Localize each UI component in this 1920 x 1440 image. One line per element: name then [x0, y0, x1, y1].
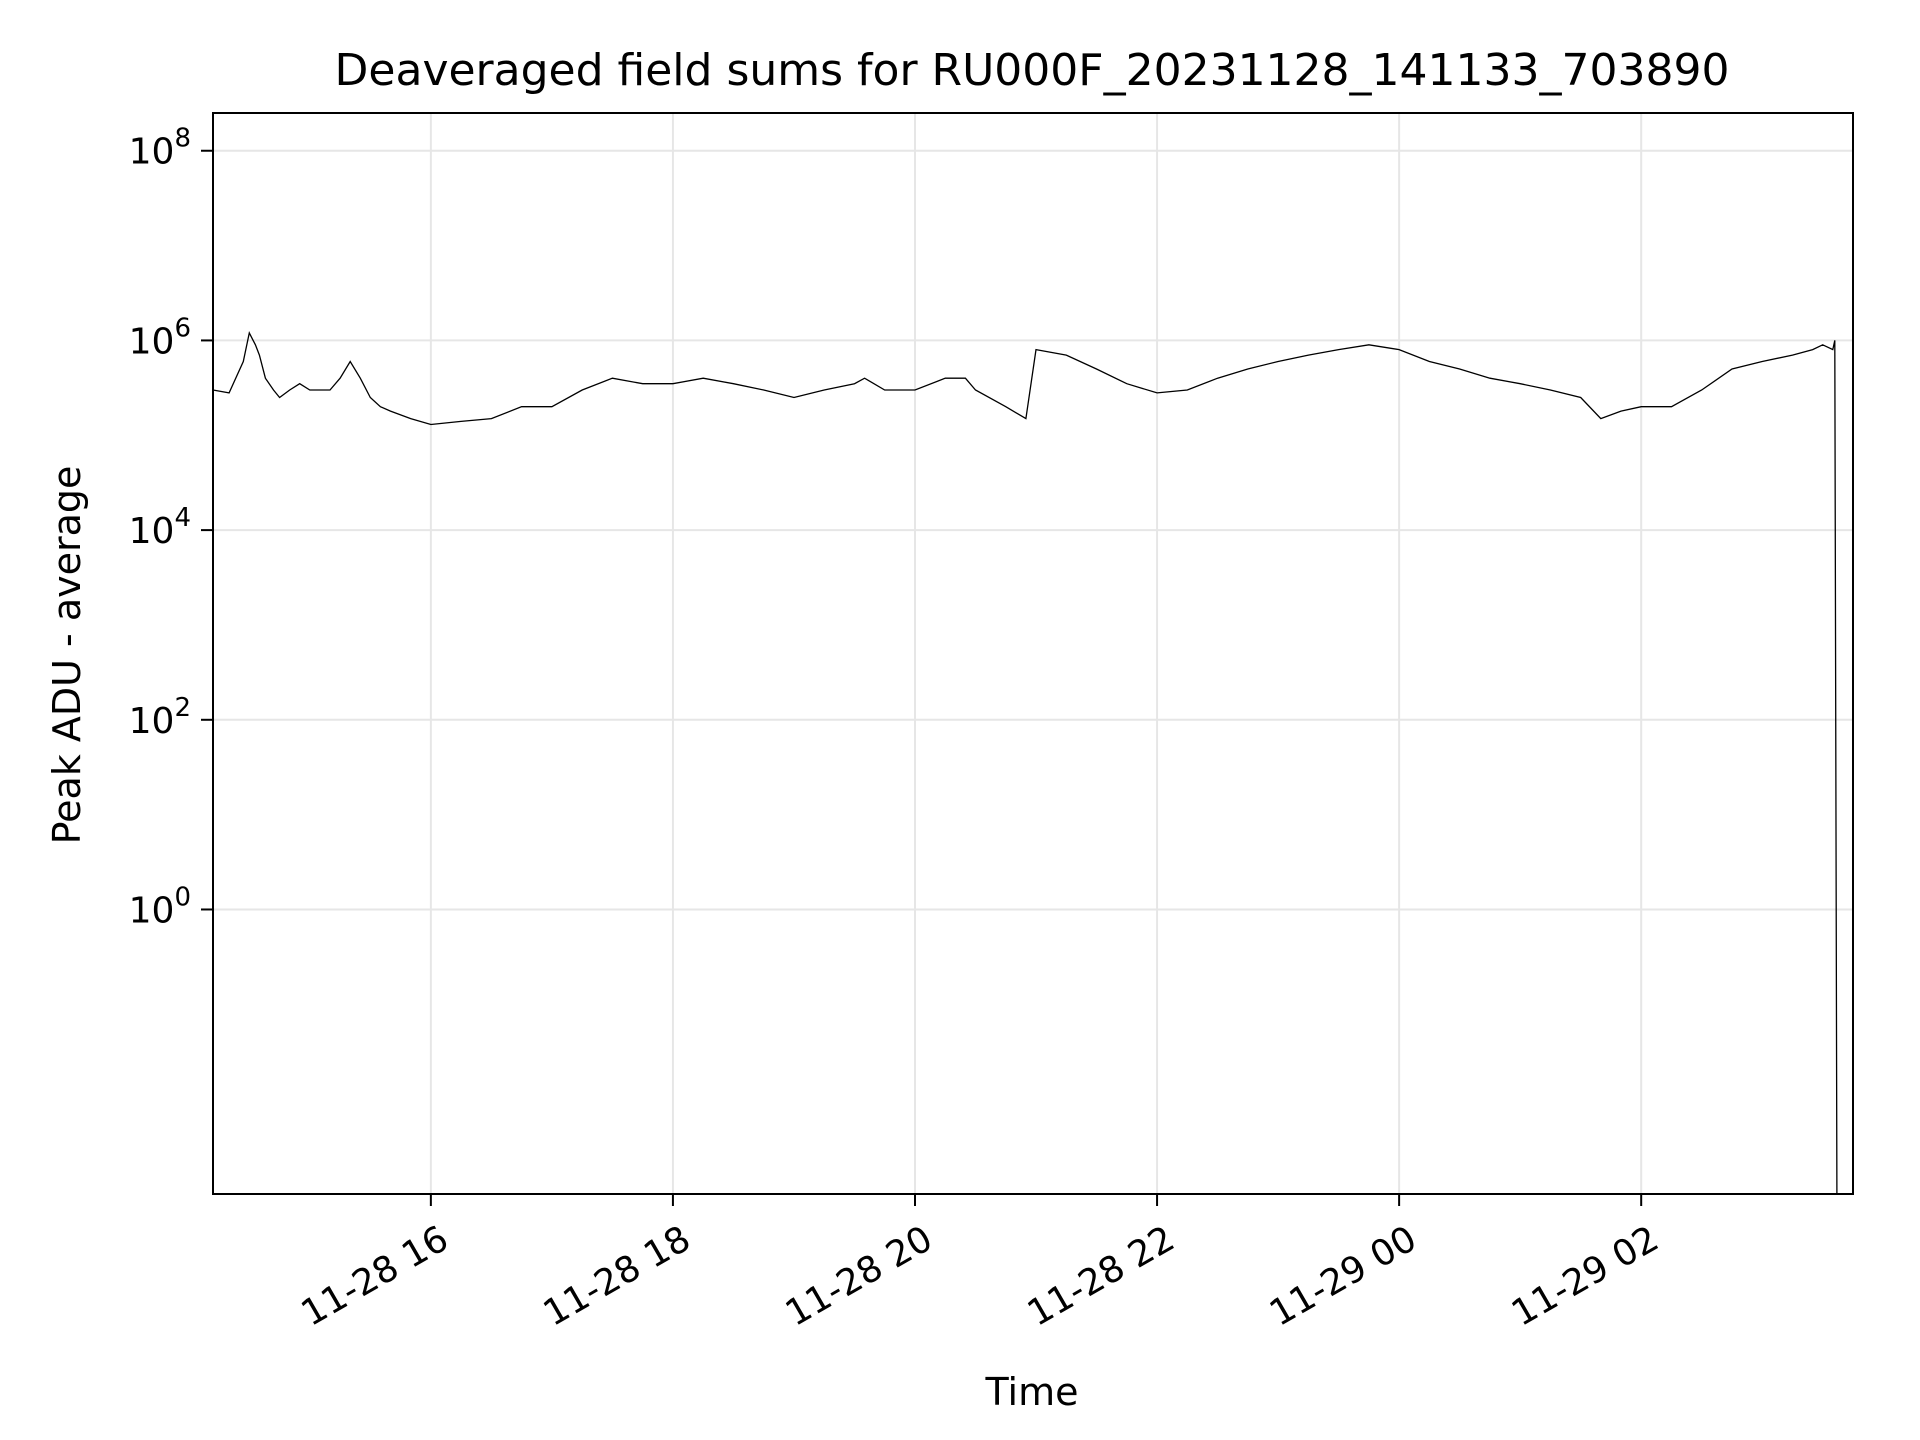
y-tick-label: 106 [129, 313, 191, 362]
y-tick-label: 104 [129, 503, 191, 552]
y-tick-exponent: 6 [174, 313, 191, 343]
y-tick-base: 10 [129, 321, 175, 362]
x-grid [429, 113, 1643, 1194]
series-line-0 [212, 330, 1838, 1195]
y-axis-label: Peak ADU - average [45, 466, 89, 845]
chart-title: Deaveraged field sums for RU000F_2023112… [335, 45, 1730, 96]
y-tick-base: 10 [129, 132, 175, 173]
plot-frame [212, 112, 1854, 1195]
y-grid [213, 149, 1853, 911]
y-tick-exponent: 4 [174, 503, 191, 533]
y-tick-exponent: 2 [174, 693, 191, 723]
x-axis-label: Time [985, 1370, 1079, 1414]
y-tick-exponent: 0 [174, 882, 191, 912]
y-tick-base: 10 [129, 890, 175, 931]
y-tick-exponent: 8 [174, 124, 191, 154]
y-tick-label: 102 [129, 693, 191, 742]
y-tick-base: 10 [129, 701, 175, 742]
y-tick-base: 10 [129, 511, 175, 552]
y-tick-label: 100 [129, 882, 191, 931]
y-tick-label: 108 [129, 124, 191, 173]
series-group [212, 330, 1838, 1195]
